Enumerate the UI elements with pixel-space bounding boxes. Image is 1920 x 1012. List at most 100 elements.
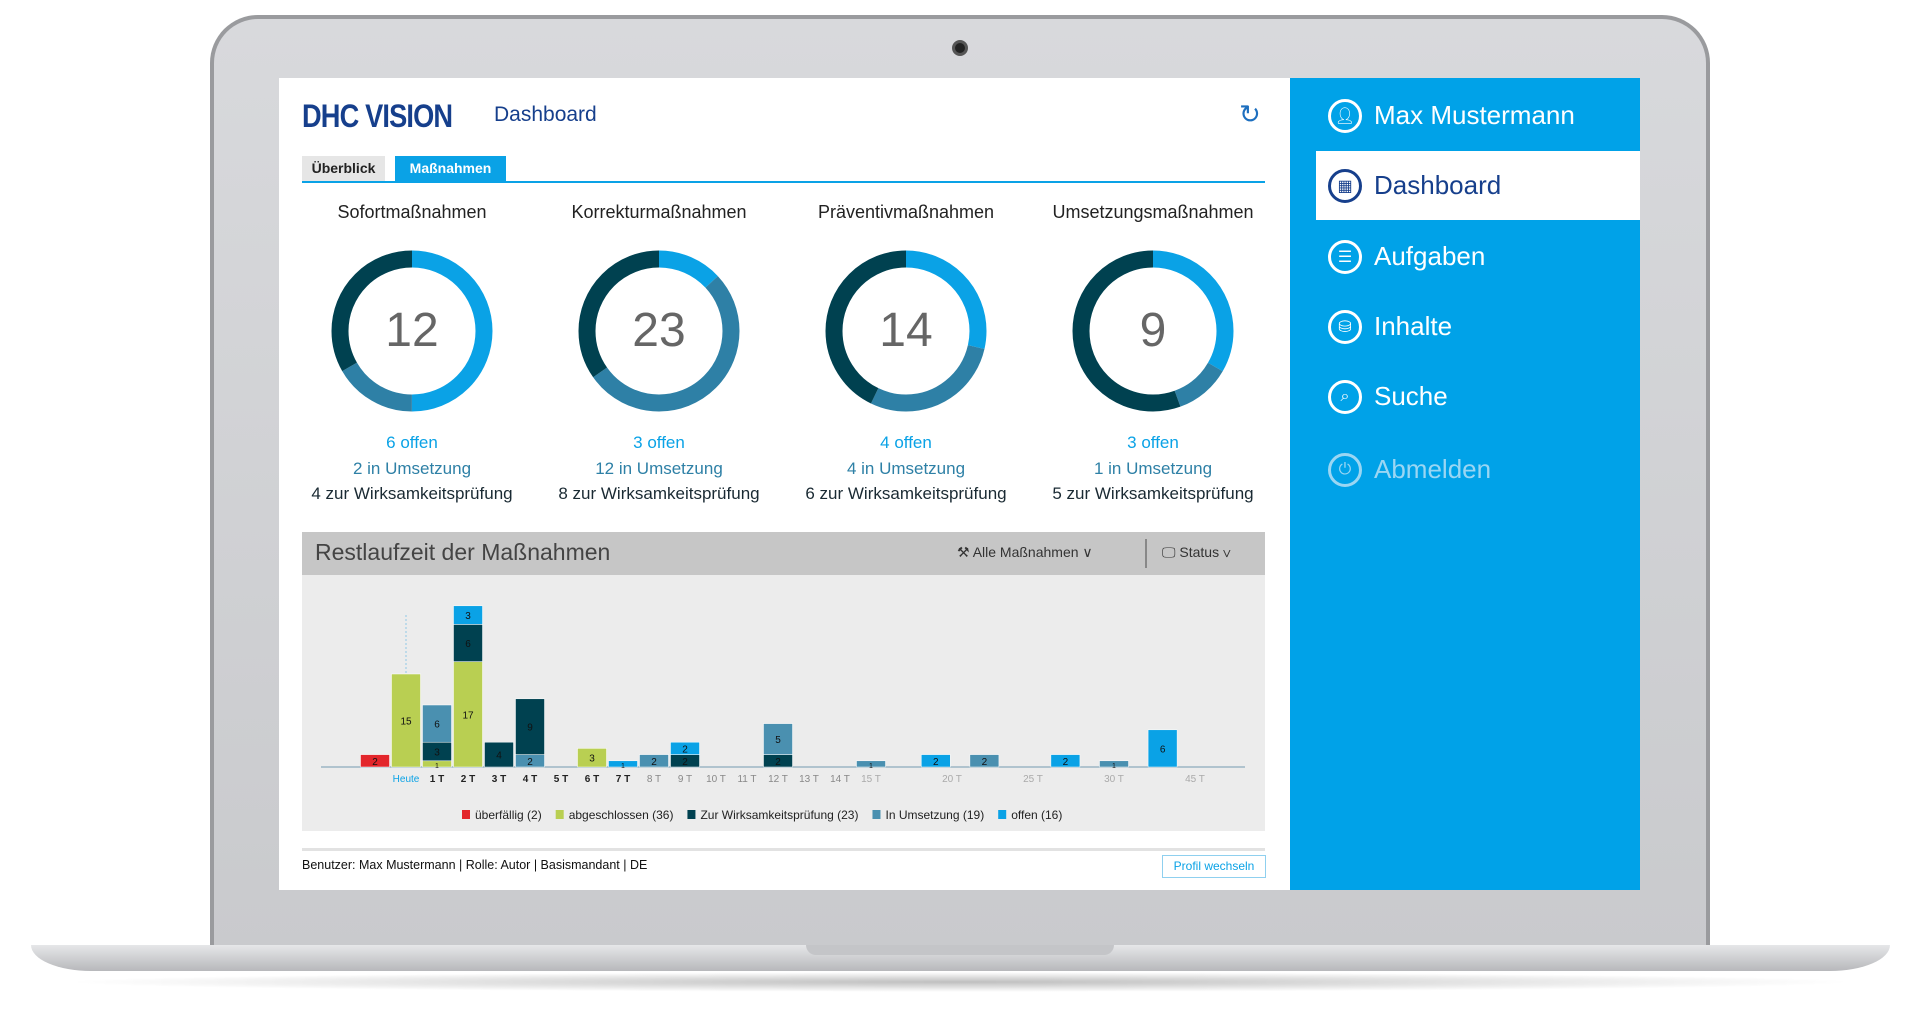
bar-segment-offen[interactable] [921,754,951,768]
legend-swatch-umsetzung [872,810,881,819]
page-title: Dashboard [494,103,597,126]
bar-value-label: 15 [400,717,412,728]
bar-segment-abgeschlossen[interactable] [453,661,483,768]
bar-value-label: 1 [1112,763,1116,770]
bar-value-label: 2 [933,757,939,768]
legend-label-wirksamkeit[interactable]: Zur Wirksamkeitsprüfung (23) [700,808,858,822]
kpi-umsetzung: 2 in Umsetzung [352,459,472,478]
x-tick-label: 45 T [1185,774,1205,785]
kpi-donut: 23 [574,246,744,416]
bar-value-label: 1 [621,763,625,770]
filter-massnahmen-dropdown[interactable]: ⚒ Alle Maßnahmen ∨ [957,544,1093,561]
bar-value-label: 2 [527,757,533,768]
refresh-icon[interactable]: ↻ [1239,100,1261,130]
bar-value-label: 17 [462,710,474,721]
sidebar-item-abmelden[interactable]: ⏻ Abmelden [1290,435,1640,504]
kpi-donut: 14 [821,246,991,416]
x-tick-label: 25 T [1023,774,1043,785]
power-icon: ⏻ [1328,452,1362,487]
sidebar-item-user[interactable]: 👤︎ Max Mustermann [1290,81,1640,150]
bar-value-label: 2 [775,757,781,768]
x-tick-label: 10 T [706,774,726,785]
panel-header: Restlaufzeit der Maßnahmen ⚒ Alle Maßnah… [302,532,1265,575]
bar-segment-wirksamkeit[interactable] [453,624,483,662]
tab-ueberblick[interactable]: Überblick [302,156,385,181]
webcam [952,40,968,56]
bar-segment-wirksamkeit[interactable] [515,698,545,755]
sidebar-item-label: Dashboard [1374,170,1502,200]
x-tick-label: 8 T [647,774,661,785]
filter-status-label: Status [1179,544,1220,560]
profil-wechseln-button[interactable]: Profil wechseln [1162,855,1266,878]
legend-label-abgeschlossen[interactable]: abgeschlossen (36) [569,808,674,822]
bar-value-label: 2 [651,757,657,768]
x-tick-label: 4 T [523,774,537,785]
bar-segment-umsetzung[interactable] [763,723,793,755]
kpi-umsetzung: 12 in Umsetzung [595,459,723,478]
sidebar-item-inhalte[interactable]: ⛁ Inhalte [1290,292,1640,361]
search-icon: ⌕ [1328,379,1362,414]
kpi-title: Sofortmaßnahmen [337,202,487,222]
grid-icon: ▦ [1328,168,1362,203]
bar-segment-umsetzung[interactable] [422,704,452,743]
bar-segment-umsetzung[interactable] [639,754,669,768]
bar-segment-offen[interactable] [1050,754,1081,768]
bar-value-label: 4 [496,751,502,762]
bar-segment-offen[interactable] [453,605,483,625]
x-tick-label: 13 T [799,774,819,785]
bar-segment-umsetzung[interactable] [1099,760,1129,768]
kpi-1: Korrekturmaßnahmen 23 3 offen 12 in Umse… [539,202,779,506]
legend-swatch-abgeschlossen [555,810,564,819]
monitor-icon: 🖵 [1162,544,1176,560]
database-icon: ⛁ [1328,309,1362,344]
bar-value-label: 3 [434,748,440,759]
kpi-wirksamkeit: 8 zur Wirksamkeitsprüfung [558,484,760,503]
legend-swatch-ueberfaellig [462,810,470,819]
bar-value-label: 2 [682,744,688,755]
donut-segment-wirksamkeit [1072,250,1234,412]
kpi-donut: 12 [327,246,497,416]
bar-segment-offen[interactable] [608,760,638,768]
sidebar-item-dashboard[interactable]: ▦ Dashboard [1316,151,1640,220]
bar-segment-offen[interactable] [670,741,700,755]
bar-value-label: 3 [589,754,595,765]
user-info: Benutzer: Max Mustermann | Rolle: Autor … [302,858,648,872]
bar-value-label: 1 [869,763,873,770]
filter-status-dropdown[interactable]: 🖵 Status ∨ [1162,544,1231,561]
donut-segment-wirksamkeit [825,250,987,412]
legend-label-umsetzung[interactable]: In Umsetzung (19) [885,808,984,822]
bar-segment-wirksamkeit[interactable] [484,741,514,768]
legend-label-offen[interactable]: offen (16) [1011,808,1062,822]
kpi-wirksamkeit: 5 zur Wirksamkeitsprüfung [1052,484,1254,503]
bar-segment-abgeschlossen[interactable] [391,673,421,768]
laptop-shadow [60,972,1860,992]
bar-segment-offen[interactable] [1147,729,1178,768]
bar-segment-umsetzung[interactable] [856,760,886,768]
legend-label-ueberfaellig[interactable]: überfällig (2) [475,808,542,822]
sidebar-item-label: Suche [1374,381,1448,411]
x-tick-label: 30 T [1104,774,1124,785]
bar-segment-ueberfaellig[interactable] [360,754,390,768]
legend-swatch-offen [998,810,1007,819]
tab-massnahmen[interactable]: Maßnahmen [395,156,506,181]
kpi-offen: 6 offen [386,433,438,452]
kpi-title: Korrekturmaßnahmen [571,202,747,222]
x-tick-label: 7 T [616,774,630,785]
divider [1145,539,1147,568]
donut-segment-wirksamkeit [578,250,740,412]
sidebar-item-label: Aufgaben [1374,241,1486,271]
kpi-title: Präventivmaßnahmen [817,202,995,222]
kpi-total: 14 [879,304,933,357]
chevron-down-icon: ∨ [1222,544,1231,560]
sidebar-item-suche[interactable]: ⌕ Suche [1290,362,1640,431]
bar-value-label: 2 [982,757,988,768]
laptop-notch [806,945,1114,955]
bar-value-label: 5 [775,735,781,746]
sidebar-item-aufgaben[interactable]: ☰ Aufgaben [1290,222,1640,291]
bar-segment-abgeschlossen[interactable] [577,748,607,768]
panel-title: Restlaufzeit der Maßnahmen [315,539,611,565]
donut-segment-umsetzung [578,250,740,412]
kpi-0: Sofortmaßnahmen 12 6 offen 2 in Umsetzun… [292,202,532,506]
bar-segment-umsetzung[interactable] [969,754,1000,768]
tools-icon: ⚒ [957,544,970,560]
